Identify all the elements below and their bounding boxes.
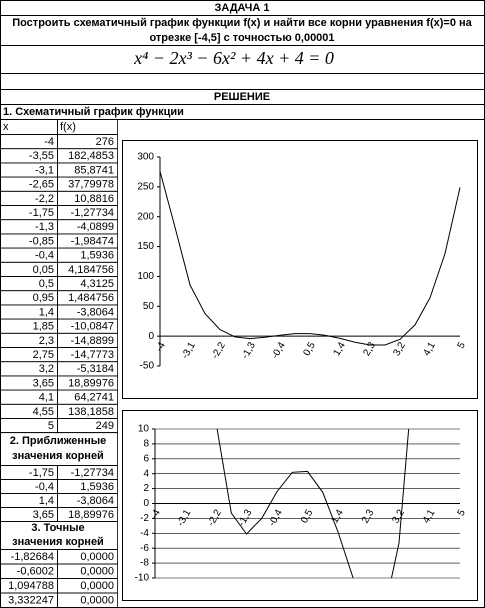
cell-text: 1,85 bbox=[33, 321, 54, 333]
cell-text: 3,65 bbox=[33, 509, 54, 521]
cell-text: -1,27734 bbox=[71, 467, 114, 479]
function-line bbox=[159, 171, 461, 346]
cell-text: -1,75 bbox=[29, 207, 54, 219]
equation: x⁴ − 2x³ − 6x² + 4x + 4 = 0 bbox=[133, 48, 334, 68]
cell-text: -14,8899 bbox=[71, 335, 114, 347]
cell-text: 18,89976 bbox=[68, 509, 114, 521]
cell-text: 4,55 bbox=[33, 406, 54, 418]
cell-text: 0,0000 bbox=[80, 551, 114, 563]
column-header: x bbox=[3, 121, 9, 133]
section-title: значения корней bbox=[12, 536, 104, 548]
column-header: f(x) bbox=[60, 121, 76, 133]
cell-text: 1,4 bbox=[39, 495, 54, 507]
cell-text: 1,484756 bbox=[68, 292, 114, 304]
cell-text: 0,95 bbox=[33, 292, 54, 304]
cell-text: 249 bbox=[96, 420, 114, 432]
cell-text: 85,8741 bbox=[74, 164, 114, 176]
cell-text: 138,1858 bbox=[68, 406, 114, 418]
y-tick-label: 100 bbox=[137, 271, 154, 282]
cell-text: -3,1 bbox=[35, 164, 54, 176]
cell-text: 3,332247 bbox=[8, 595, 54, 607]
cell-text: -0,6002 bbox=[17, 566, 54, 578]
task-title: ЗАДАЧА 1 bbox=[214, 2, 269, 14]
cell-text: -2,65 bbox=[29, 179, 54, 191]
section-title: значения корней bbox=[12, 450, 104, 462]
section-title: 1. Схематичный график функции bbox=[3, 106, 184, 118]
y-tick-label: -2 bbox=[140, 513, 149, 524]
cell-text: -1,98474 bbox=[71, 235, 114, 247]
cell-text: 64,2741 bbox=[74, 392, 114, 404]
cell-text: 0,0000 bbox=[80, 595, 114, 607]
cell-text: -1,75 bbox=[29, 467, 54, 479]
section-title: 2. Приближенные bbox=[10, 435, 106, 447]
cell-text: -1,82684 bbox=[11, 551, 54, 563]
cell-text: -1,3 bbox=[35, 221, 54, 233]
y-tick-label: 8 bbox=[143, 439, 149, 450]
cell-text: 5 bbox=[48, 420, 54, 432]
cell-text: 10,8816 bbox=[74, 193, 114, 205]
x-tick-label: 5 bbox=[456, 507, 469, 518]
x-tick-label: 5 bbox=[456, 340, 469, 351]
cell-text: -14,7773 bbox=[71, 349, 114, 361]
statement: Построить схематичный график функции f(x… bbox=[12, 17, 472, 29]
cell-text: 1,4 bbox=[39, 306, 54, 318]
cell-text: 3,2 bbox=[39, 363, 54, 375]
cell-text: -4,0899 bbox=[77, 221, 114, 233]
cell-text: 1,5936 bbox=[80, 250, 114, 262]
cell-text: -3,8064 bbox=[77, 495, 114, 507]
y-tick-label: -8 bbox=[140, 558, 149, 569]
cell-text: 0,5 bbox=[39, 278, 54, 290]
cell-text: 2,75 bbox=[33, 349, 54, 361]
solution-title: РЕШЕНИЕ bbox=[214, 91, 270, 103]
cell-text: 4,3125 bbox=[80, 278, 114, 290]
y-tick-label: 2 bbox=[143, 483, 149, 494]
y-tick-label: 50 bbox=[143, 301, 155, 312]
cell-text: -5,3184 bbox=[77, 363, 114, 375]
cell-text: 4,1 bbox=[39, 392, 54, 404]
cell-text: -3,55 bbox=[29, 150, 54, 162]
statement: отрезке [-4,5] с точностью 0,00001 bbox=[149, 32, 334, 44]
cell-text: 0,05 bbox=[33, 264, 54, 276]
y-tick-label: 10 bbox=[138, 424, 150, 435]
cell-text: -1,27734 bbox=[71, 207, 114, 219]
cell-text: 1,5936 bbox=[80, 481, 114, 493]
y-tick-label: 300 bbox=[137, 152, 154, 163]
cell-text: -0,4 bbox=[35, 481, 54, 493]
y-tick-label: 0 bbox=[143, 498, 149, 509]
cell-text: -0,85 bbox=[29, 235, 54, 247]
y-tick-label: -6 bbox=[140, 543, 149, 554]
cell-text: -0,4 bbox=[35, 250, 54, 262]
function-line bbox=[216, 429, 410, 578]
cell-text: 0,0000 bbox=[80, 566, 114, 578]
y-tick-label: 0 bbox=[148, 331, 154, 342]
y-tick-label: 150 bbox=[137, 241, 154, 252]
cell-text: 18,89976 bbox=[68, 377, 114, 389]
cell-text: 37,79978 bbox=[68, 179, 114, 191]
cell-text: 3,65 bbox=[33, 377, 54, 389]
y-tick-label: -10 bbox=[135, 573, 150, 584]
y-tick-label: -50 bbox=[140, 361, 155, 372]
section-title: 3. Точные bbox=[31, 522, 84, 534]
cell-text: -4 bbox=[44, 136, 54, 148]
cell-text: 1,094788 bbox=[8, 580, 54, 592]
cell-text: -2,2 bbox=[35, 193, 54, 205]
cell-text: -10,0847 bbox=[71, 321, 114, 333]
cell-text: 182,4853 bbox=[68, 150, 114, 162]
chart-frame bbox=[122, 410, 478, 601]
y-tick-label: 6 bbox=[143, 453, 149, 464]
cell-text: 4,184756 bbox=[68, 264, 114, 276]
cell-text: 2,3 bbox=[39, 335, 54, 347]
y-tick-label: -4 bbox=[140, 528, 149, 539]
y-tick-label: 4 bbox=[143, 468, 149, 479]
y-tick-label: 250 bbox=[137, 181, 154, 192]
chart-frame bbox=[122, 140, 478, 399]
y-tick-label: 200 bbox=[137, 211, 154, 222]
cell-text: -3,8064 bbox=[77, 306, 114, 318]
cell-text: 276 bbox=[96, 136, 114, 148]
header-lines bbox=[0, 15, 485, 120]
cell-text: 0,0000 bbox=[80, 580, 114, 592]
